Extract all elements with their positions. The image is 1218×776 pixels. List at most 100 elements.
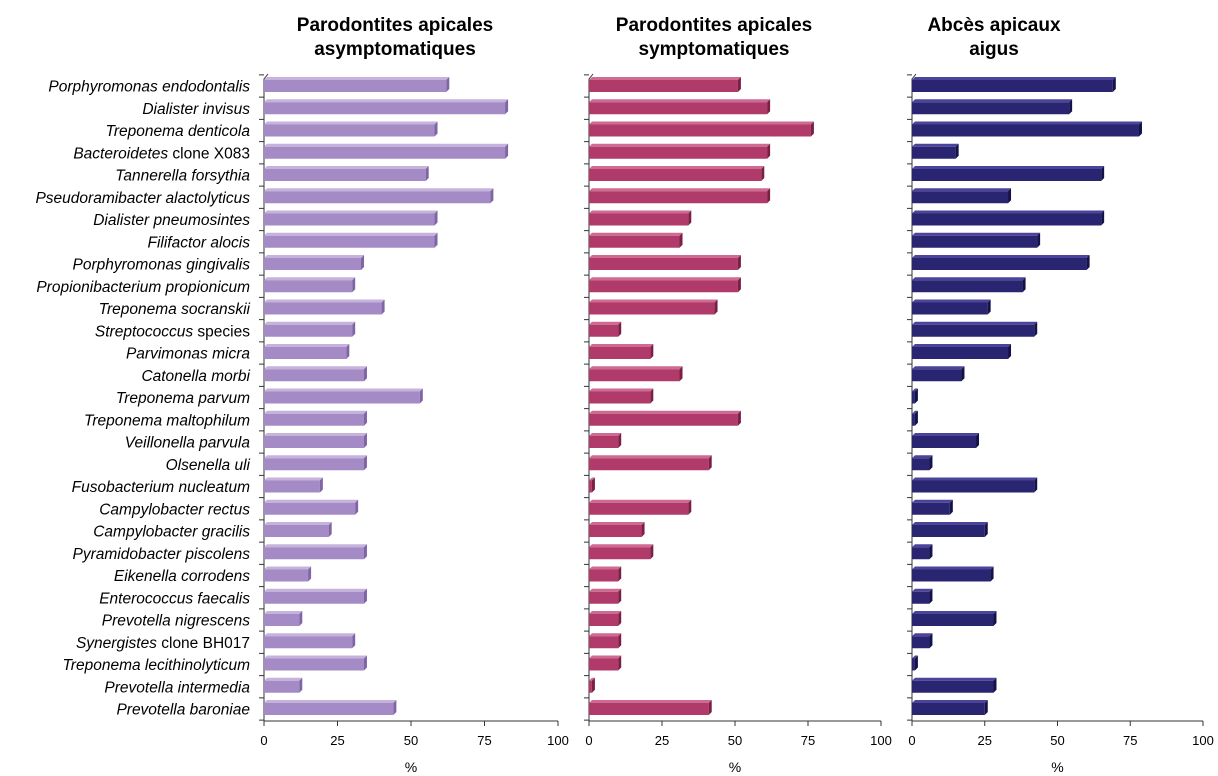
- bar: [264, 166, 429, 181]
- x-tick-label: 0: [260, 733, 267, 748]
- bar: [264, 677, 303, 693]
- bar: [912, 166, 1105, 181]
- bar: [264, 544, 367, 560]
- category-label: Veillonella parvula: [125, 435, 251, 452]
- x-tick-label: 25: [655, 733, 669, 748]
- bar: [589, 344, 654, 359]
- bar: [912, 366, 965, 382]
- bar: [264, 321, 356, 337]
- bar: [264, 700, 397, 715]
- category-label: Treponema socranskii: [99, 301, 251, 318]
- bar: [264, 566, 312, 582]
- bar: [264, 188, 494, 204]
- category-label: Fusobacterium nucleatum: [72, 479, 250, 496]
- x-tick-label: 25: [978, 733, 992, 748]
- bar: [264, 455, 367, 471]
- bar: [589, 388, 654, 404]
- category-label: Tannerella forsythia: [115, 168, 250, 185]
- x-tick-label: 0: [908, 733, 915, 748]
- bar: [589, 522, 645, 537]
- bar: [264, 633, 356, 649]
- bar: [912, 433, 980, 448]
- category-label: Propionibacterium propionicum: [36, 279, 250, 296]
- category-label: Eikenella corrodens: [114, 568, 250, 585]
- category-label: Catonella morbi: [141, 368, 250, 385]
- bar: [912, 588, 933, 604]
- bar: [912, 255, 1090, 270]
- bar: [912, 210, 1105, 226]
- category-label: Enterococcus faecalis: [99, 590, 250, 607]
- x-axis-title: %: [405, 759, 417, 775]
- bar: [912, 77, 1116, 92]
- bar: [912, 277, 1026, 293]
- category-label: Olsenella uli: [166, 457, 251, 474]
- bar: [589, 455, 712, 471]
- bar: [589, 210, 692, 226]
- bar: [912, 121, 1142, 137]
- bar: [589, 410, 741, 426]
- category-label: Porphyromonas endodontalis: [48, 79, 250, 96]
- panel-title: Parodontites apicales: [297, 15, 493, 36]
- panel-title: asymptomatiques: [314, 39, 476, 60]
- bar: [264, 410, 367, 426]
- category-label: Treponema lecithinolyticum: [62, 657, 250, 674]
- category-label: Campylobacter gracilis: [93, 524, 250, 541]
- bar: [589, 166, 765, 181]
- bar: [264, 588, 367, 604]
- bar: [912, 522, 988, 537]
- bar: [912, 344, 1012, 359]
- bar: [589, 77, 741, 92]
- bar: [589, 499, 692, 515]
- bar: [912, 321, 1038, 337]
- bar: [589, 299, 718, 315]
- category-label: Pyramidobacter piscolens: [73, 546, 251, 563]
- bar: [264, 433, 367, 448]
- category-label: Dialister pneumosintes: [93, 212, 250, 229]
- category-label: Parvimonas micra: [126, 346, 250, 363]
- bar: [589, 566, 622, 582]
- x-tick-label: 50: [1050, 733, 1064, 748]
- category-label: Prevotella nigrescens: [102, 613, 250, 630]
- x-tick-label: 100: [870, 733, 892, 748]
- x-tick-label: 100: [547, 733, 569, 748]
- bar: [912, 611, 997, 626]
- category-label: Pseudoramibacter alactolyticus: [35, 190, 250, 207]
- bar: [589, 544, 654, 560]
- category-label: Prevotella intermedia: [104, 679, 250, 696]
- bar: [912, 299, 991, 315]
- bar: [912, 410, 918, 426]
- bar: [264, 277, 356, 293]
- category-label: Synergistes clone BH017: [76, 635, 250, 652]
- panel-3: Abcès apicaux aigus 0 25 50 75 100%: [907, 15, 1214, 775]
- bar: [912, 544, 933, 560]
- bar: [912, 232, 1041, 248]
- bar: [912, 499, 953, 515]
- x-tick-label: 0: [585, 733, 592, 748]
- bar: [264, 499, 359, 515]
- x-tick-label: 100: [1192, 733, 1214, 748]
- bar: [912, 388, 918, 404]
- bar: [912, 677, 997, 693]
- x-tick-label: 75: [477, 733, 491, 748]
- x-tick-label: 25: [330, 733, 344, 748]
- bar: [264, 121, 438, 137]
- x-tick-label: 50: [728, 733, 742, 748]
- panel-title: Parodontites apicales: [616, 15, 812, 36]
- bar: [912, 455, 933, 471]
- panel-2: Parodontites apicales symptomatiques 0 25 50…: [584, 15, 892, 775]
- category-label: Filifactor alocis: [148, 234, 251, 251]
- bar: [264, 299, 385, 315]
- bar: [589, 433, 622, 448]
- bar: [912, 477, 1038, 493]
- bar: [589, 655, 622, 671]
- bar: [589, 321, 622, 337]
- x-tick-label: 75: [1123, 733, 1137, 748]
- bar: [589, 477, 595, 493]
- bar: [589, 121, 814, 137]
- bar: [589, 700, 712, 715]
- bar: [912, 700, 988, 715]
- bar: [912, 633, 933, 649]
- bar: [589, 588, 622, 604]
- bar: [264, 366, 367, 382]
